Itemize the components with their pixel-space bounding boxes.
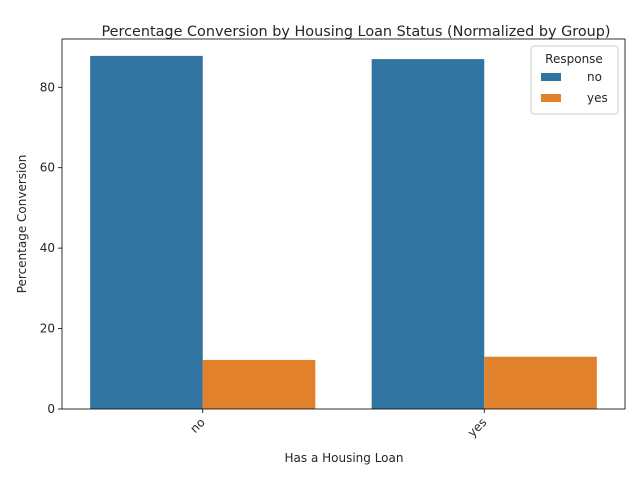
y-tick-label: 40 — [40, 241, 55, 255]
y-tick-label: 20 — [40, 322, 55, 336]
legend-title: Response — [545, 52, 603, 66]
legend-label-yes: yes — [587, 91, 608, 105]
x-tick-label-yes: yes — [465, 415, 490, 440]
legend: Response no yes — [530, 45, 619, 115]
bar-no-yes — [202, 359, 316, 409]
bars-group — [90, 55, 597, 410]
y-axis-label: Percentage Conversion — [15, 155, 29, 294]
legend-swatch-yes — [541, 94, 561, 102]
bar-no-no — [90, 55, 203, 410]
y-axis-ticks: 0 20 40 60 80 — [40, 80, 62, 416]
x-tick-label-no: no — [187, 415, 207, 435]
chart-title: Percentage Conversion by Housing Loan St… — [101, 24, 610, 40]
y-tick-label: 60 — [40, 161, 55, 175]
legend-swatch-no — [541, 73, 561, 81]
plot-frame — [61, 38, 626, 410]
bar-yes-yes — [484, 356, 597, 409]
bar-yes-no — [371, 59, 485, 409]
x-axis-ticks: no yes — [187, 409, 489, 440]
y-tick-label: 80 — [40, 80, 55, 94]
y-tick-label: 0 — [47, 402, 55, 416]
legend-label-no: no — [587, 70, 602, 84]
x-axis-label: Has a Housing Loan — [285, 451, 404, 465]
